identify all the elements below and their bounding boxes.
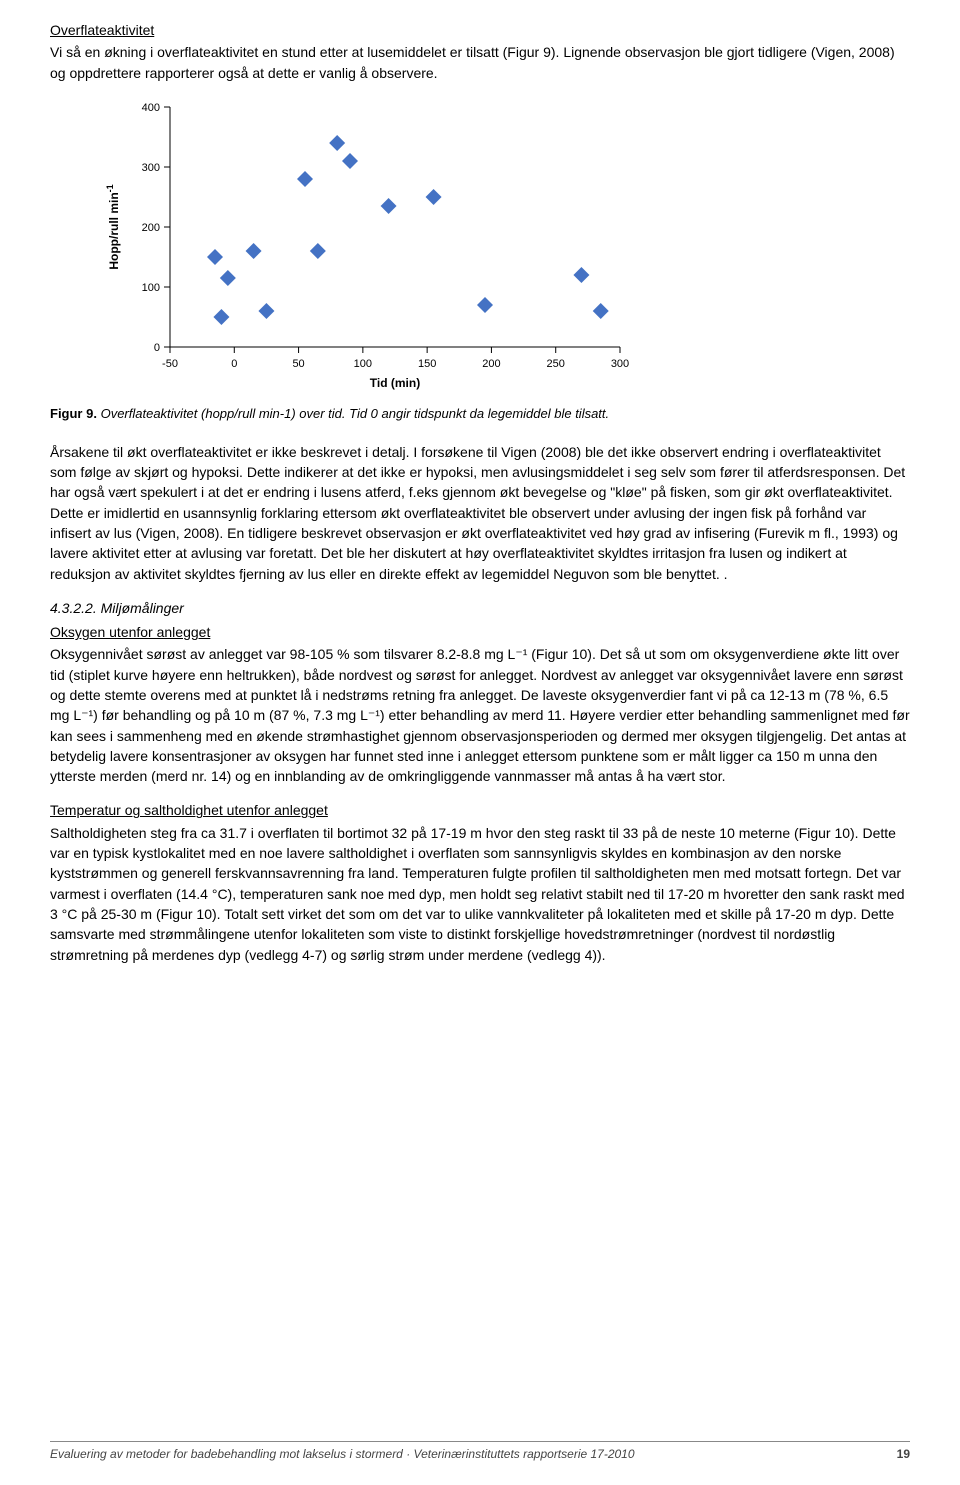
svg-text:200: 200: [482, 358, 500, 370]
section-title-overflate: Overflateaktivitet: [50, 20, 910, 40]
svg-text:200: 200: [142, 222, 160, 234]
svg-text:0: 0: [154, 342, 160, 354]
page-number: 19: [897, 1446, 910, 1463]
figure-caption: Figur 9. Overflateaktivitet (hopp/rull m…: [50, 405, 910, 424]
para-temp: Saltholdigheten steg fra ca 31.7 i overf…: [50, 823, 910, 965]
svg-text:100: 100: [354, 358, 372, 370]
page-footer: Evaluering av metoder for badebehandling…: [50, 1441, 910, 1463]
subheading-miljo: 4.3.2.2. Miljømålinger: [50, 598, 910, 618]
para-oksygen: Oksygennivået sørøst av anlegget var 98-…: [50, 644, 910, 786]
footer-text: Evaluering av metoder for badebehandling…: [50, 1446, 635, 1463]
svg-text:300: 300: [611, 358, 629, 370]
figure-number: Figur 9.: [50, 406, 97, 421]
svg-text:100: 100: [142, 282, 160, 294]
svg-text:250: 250: [547, 358, 565, 370]
section-title-oksygen: Oksygen utenfor anlegget: [50, 622, 910, 642]
scatter-chart: -500501001502002503000100200300400Tid (m…: [100, 97, 910, 397]
svg-text:300: 300: [142, 162, 160, 174]
para-discussion: Årsakene til økt overflateaktivitet er i…: [50, 442, 910, 584]
svg-text:-50: -50: [162, 358, 178, 370]
svg-text:50: 50: [292, 358, 304, 370]
svg-text:400: 400: [142, 102, 160, 114]
svg-text:0: 0: [231, 358, 237, 370]
figure-caption-text: Overflateaktivitet (hopp/rull min-1) ove…: [101, 406, 610, 421]
svg-text:Hopp/rull min-1: Hopp/rull min-1: [105, 184, 121, 269]
para-overflate: Vi så en økning i overflateaktivitet en …: [50, 42, 910, 83]
chart-svg: -500501001502002503000100200300400Tid (m…: [100, 97, 640, 397]
svg-text:Tid (min): Tid (min): [370, 376, 420, 390]
svg-text:150: 150: [418, 358, 436, 370]
section-title-temp: Temperatur og saltholdighet utenfor anle…: [50, 800, 910, 820]
